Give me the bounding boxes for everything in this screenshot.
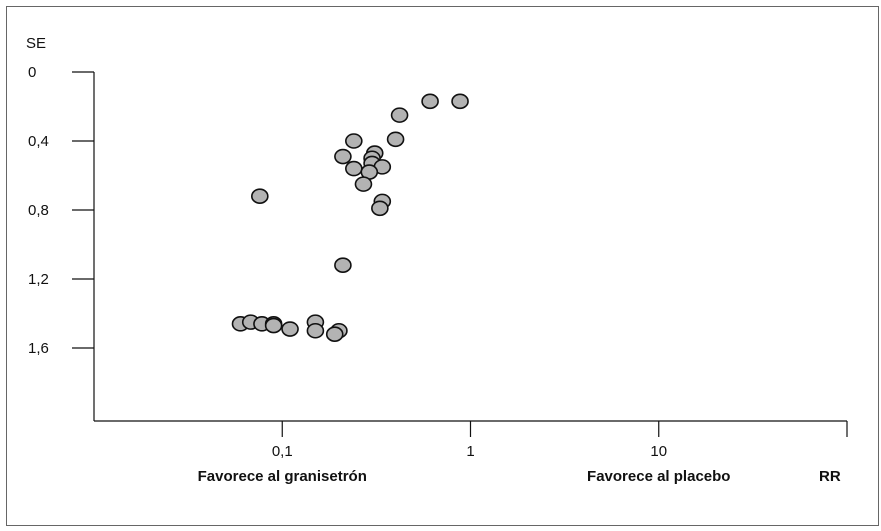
data-point — [325, 326, 344, 343]
data-point — [345, 133, 363, 149]
x-tick-label: 10 — [650, 443, 667, 460]
data-point — [251, 188, 269, 204]
annotation-label: Favorece al placebo — [587, 468, 730, 485]
y-tick-label: 0,8 — [28, 202, 49, 219]
x-tick-label: 1 — [466, 443, 474, 460]
annotations: Favorece al granisetrón Favorece al place… — [198, 468, 731, 485]
y-axis-label: SE — [26, 35, 46, 52]
y-tick-label: 0,4 — [28, 133, 49, 150]
data-point — [371, 200, 389, 217]
funnel-plot: 0 0,4 0,8 1,2 1,6 0,1 1 10 SE RR Favorece al g… — [26, 35, 848, 485]
y-tick-label: 1,2 — [28, 271, 49, 288]
data-point — [334, 257, 352, 274]
data-point — [390, 107, 409, 123]
annotation-label: Favorece al granisetrón — [198, 468, 367, 485]
data-point — [451, 93, 469, 110]
data-point — [345, 160, 363, 177]
data-point — [306, 322, 325, 339]
y-tick-label: 1,6 — [28, 340, 49, 357]
axes — [93, 72, 847, 422]
data-point — [421, 93, 439, 110]
x-axis-label: RR — [819, 468, 841, 485]
data-point — [281, 321, 299, 337]
data-point — [264, 317, 283, 334]
data-point — [334, 148, 352, 165]
chart-frame: 0 0,4 0,8 1,2 1,6 0,1 1 10 SE RR Favorece al g… — [6, 6, 879, 526]
data-point — [386, 131, 405, 148]
x-ticks: 0,1 1 10 — [272, 421, 848, 460]
data-points — [231, 93, 469, 343]
y-ticks: 0 0,4 0,8 1,2 1,6 — [28, 64, 94, 357]
y-tick-label: 0 — [28, 64, 36, 81]
data-point — [354, 176, 373, 192]
x-tick-label: 0,1 — [272, 443, 293, 460]
